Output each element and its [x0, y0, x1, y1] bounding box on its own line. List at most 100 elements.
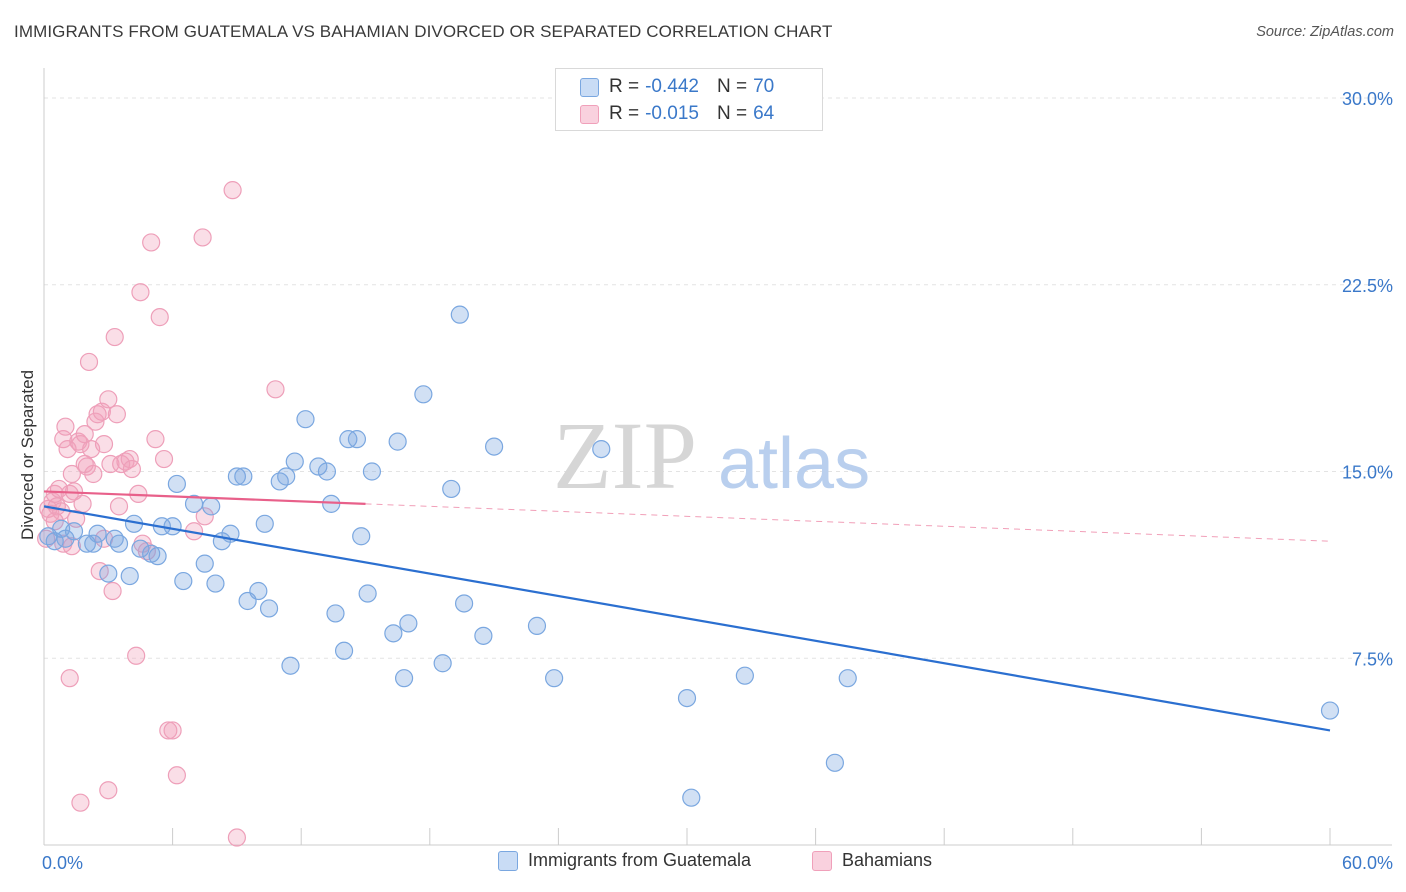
grid-lines	[44, 97, 1392, 659]
data-point-guatemala	[99, 564, 118, 583]
data-point-bahamians	[163, 721, 182, 740]
y-tick-label: 30.0%	[1342, 89, 1393, 109]
trend-line-bahamians-extension	[365, 503, 1331, 542]
data-point-bahamians	[266, 380, 285, 399]
data-point-guatemala	[206, 574, 225, 593]
stat-row-bahamians: R = -0.015 N = 64	[580, 101, 774, 127]
data-point-guatemala	[454, 594, 474, 613]
data-point-guatemala	[1320, 701, 1340, 720]
data-point-bahamians	[71, 793, 90, 812]
watermark-zip: ZIP	[553, 402, 697, 509]
y-tick-label: 15.0%	[1342, 463, 1393, 483]
trend-line-guatemala	[43, 505, 1331, 732]
r-value: -0.015	[645, 103, 699, 124]
data-point-guatemala	[309, 457, 328, 476]
data-point-guatemala	[234, 467, 253, 486]
data-point-guatemala	[195, 554, 214, 573]
data-point-guatemala	[131, 539, 150, 558]
legend-swatch-bahamians	[812, 850, 832, 871]
data-point-guatemala	[388, 432, 407, 451]
data-point-bahamians	[71, 435, 90, 454]
source-label: Source: ZipAtlas.com	[1256, 24, 1394, 40]
data-point-guatemala	[735, 666, 754, 685]
n-value: 70	[753, 76, 775, 97]
y-axis-label: Divorced or Separated	[18, 370, 37, 540]
data-point-guatemala	[174, 571, 193, 591]
data-point-bahamians	[79, 352, 99, 372]
data-point-guatemala	[838, 669, 857, 688]
data-point-guatemala	[433, 654, 452, 673]
data-point-bahamians	[103, 581, 122, 601]
data-point-guatemala	[326, 604, 345, 623]
data-point-guatemala	[384, 624, 403, 643]
correlation-stats-box: R = -0.442 N = 70 R = -0.015 N = 64	[555, 68, 823, 131]
data-point-guatemala	[474, 626, 493, 645]
data-point-bahamians	[195, 507, 214, 526]
data-point-guatemala	[285, 452, 304, 471]
data-point-bahamians	[227, 828, 246, 847]
data-point-guatemala	[277, 467, 296, 486]
n-value: 64	[753, 103, 775, 124]
data-point-guatemala	[334, 641, 354, 660]
data-point-guatemala	[317, 462, 337, 481]
legend-swatch-guatemala	[498, 850, 518, 871]
y-tick-label: 7.5%	[1352, 649, 1393, 669]
data-point-bahamians	[107, 405, 126, 424]
data-point-bahamians	[101, 454, 120, 474]
data-point-guatemala	[202, 497, 221, 516]
x-tick-label: 0.0%	[42, 853, 83, 873]
data-point-guatemala	[255, 514, 274, 533]
data-point-bahamians	[127, 646, 146, 665]
legend-label: Bahamians	[842, 850, 933, 870]
chart-legend: Immigrants from Guatemala Bahamians	[0, 850, 1406, 880]
data-point-guatemala	[442, 479, 461, 499]
data-point-bahamians	[150, 308, 169, 327]
axes	[43, 68, 1392, 846]
data-point-guatemala	[450, 305, 469, 324]
data-point-guatemala	[358, 584, 377, 603]
n-label: N =	[716, 76, 748, 97]
data-point-bahamians	[75, 425, 94, 444]
data-point-bahamians	[122, 459, 141, 479]
trend-lines	[43, 490, 1331, 732]
data-point-bahamians	[146, 430, 165, 449]
legend-item-guatemala[interactable]: Immigrants from Guatemala	[498, 850, 751, 871]
data-point-guatemala	[545, 669, 564, 688]
data-point-bahamians	[131, 283, 150, 302]
data-point-guatemala	[163, 517, 182, 536]
data-point-bahamians	[223, 181, 242, 200]
data-point-bahamians	[105, 327, 124, 347]
stat-swatch-guatemala	[580, 77, 599, 97]
data-point-guatemala	[167, 474, 186, 494]
data-point-guatemala	[352, 527, 371, 546]
r-label: R =	[609, 76, 640, 97]
r-label: R =	[609, 103, 640, 124]
data-point-bahamians	[56, 417, 75, 436]
zipatlas-watermark: ZIP atlas	[553, 402, 870, 509]
legend-item-bahamians[interactable]: Bahamians	[812, 850, 932, 871]
data-point-guatemala	[84, 534, 103, 553]
data-point-bahamians	[45, 512, 64, 531]
data-point-guatemala	[362, 462, 382, 481]
r-value: -0.442	[645, 76, 699, 97]
data-point-guatemala	[399, 614, 418, 633]
data-point-guatemala	[347, 430, 367, 449]
data-point-guatemala	[249, 581, 268, 601]
stat-row-guatemala: R = -0.442 N = 70	[580, 74, 774, 100]
data-point-bahamians	[77, 457, 96, 476]
x-tick-label: 60.0%	[1342, 853, 1393, 873]
data-point-guatemala	[259, 599, 279, 618]
data-point-guatemala	[227, 467, 246, 486]
data-point-guatemala	[88, 524, 107, 543]
data-point-bahamians	[159, 721, 178, 740]
data-point-guatemala	[120, 566, 139, 586]
data-point-bahamians	[142, 233, 161, 252]
data-point-guatemala	[825, 753, 844, 772]
watermark-atlas: atlas	[718, 424, 870, 504]
data-point-guatemala	[485, 437, 504, 456]
data-point-bahamians	[154, 449, 174, 469]
data-point-guatemala	[677, 688, 697, 708]
y-tick-label: 22.5%	[1342, 276, 1393, 296]
data-point-guatemala	[527, 616, 547, 635]
